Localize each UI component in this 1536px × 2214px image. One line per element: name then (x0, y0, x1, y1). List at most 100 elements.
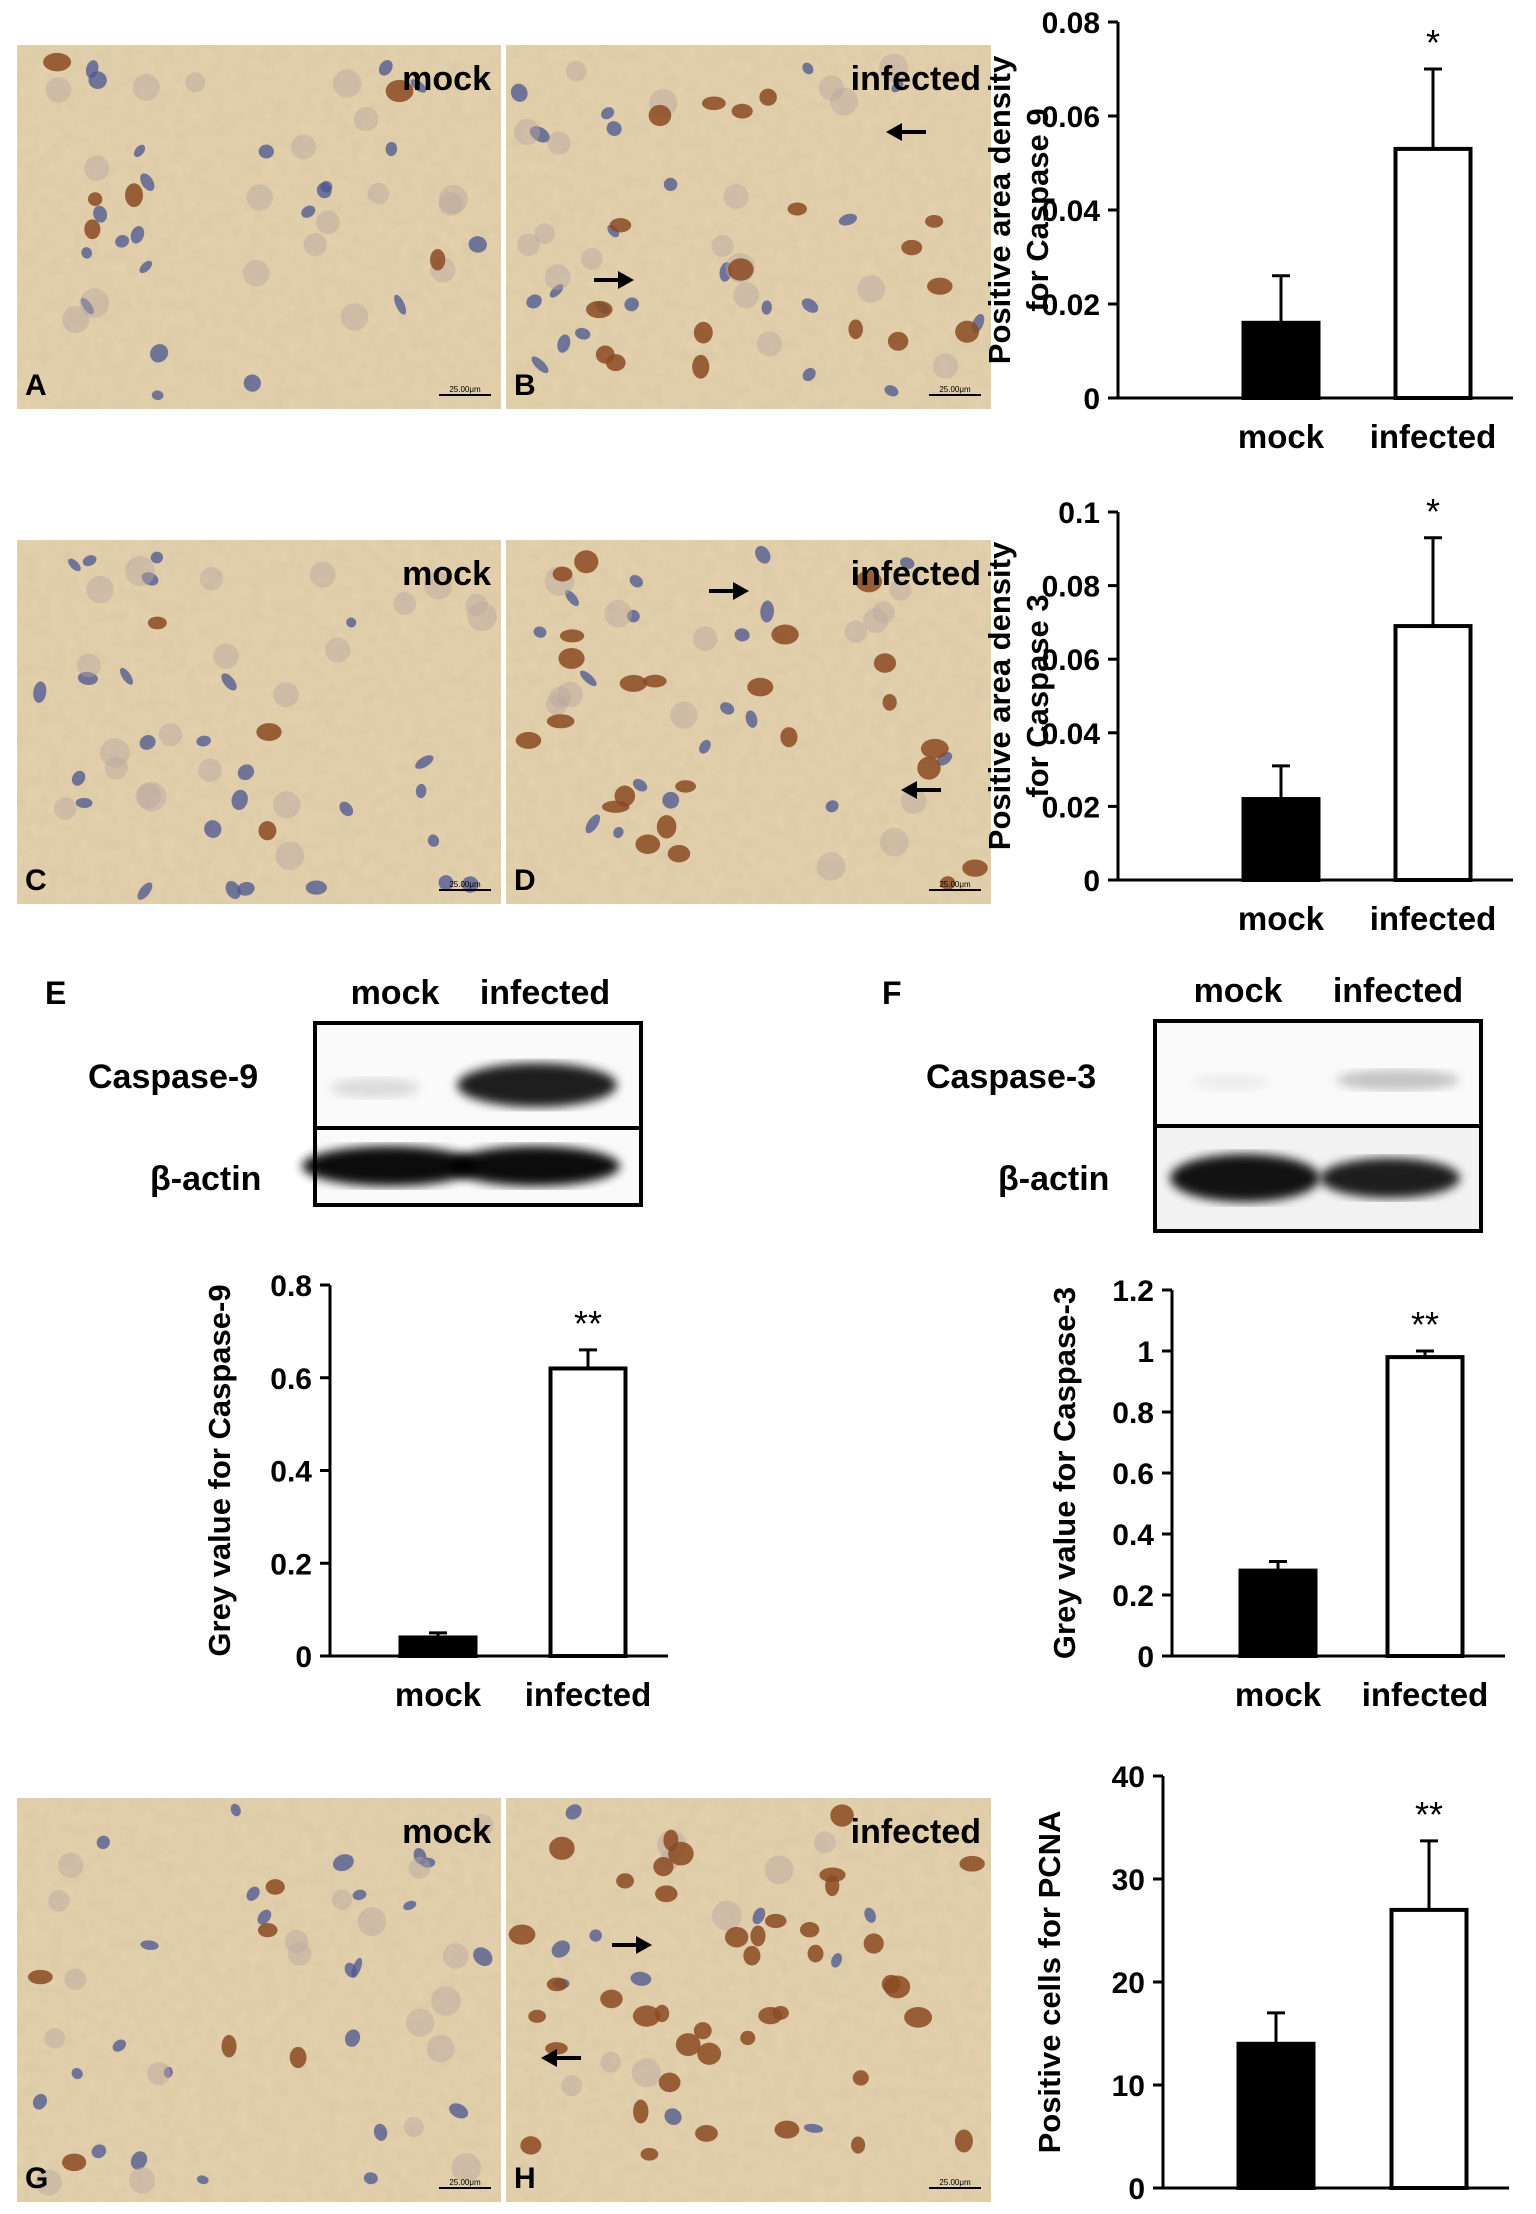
scale-bar-label: 25.00μm (449, 2178, 481, 2187)
positive-cell (819, 1867, 846, 1883)
category-label-mock: mock (1235, 1676, 1322, 1713)
cell-body (465, 593, 488, 617)
cell-body (284, 1929, 309, 1954)
significance-marker: ** (574, 1303, 602, 1344)
nucleus-blue (363, 2172, 378, 2185)
blot-F-lane-mock: mock (1194, 972, 1283, 1010)
positive-cell (873, 653, 897, 673)
cell-body (158, 723, 183, 747)
nucleus-blue (410, 79, 427, 93)
nucleus-blue (237, 764, 255, 781)
bar-infected (1385, 1355, 1465, 1658)
blot-E-row-actin: β-actin (150, 1160, 261, 1198)
positive-cell (727, 258, 754, 281)
scale-bar-label: 25.00μm (449, 385, 481, 394)
panel-letter-C: C (25, 864, 47, 897)
y-axis-label-line2: for Caspase 3 (1020, 594, 1055, 797)
y-axis-label: Positive area densityfor Caspase 3 (982, 541, 1055, 850)
nucleus-blue (449, 2103, 469, 2119)
y-tick-label: 30 (1112, 1864, 1145, 1897)
arrow-head (901, 781, 917, 799)
cell-body (332, 69, 362, 98)
cell-body (353, 106, 379, 132)
nucleus-blue (831, 1953, 843, 1968)
nucleus-blue (900, 557, 915, 569)
cell-body (408, 1856, 431, 1879)
cell-body (213, 643, 239, 669)
positive-cell (549, 1836, 575, 1860)
positive-cell (528, 2009, 546, 2023)
panel-letter-B: B (514, 369, 536, 402)
positive-cell (764, 1913, 787, 1929)
nucleus-blue (243, 374, 261, 392)
micrograph-label: infected (851, 555, 981, 593)
positive-cell (955, 320, 980, 343)
y-tick-label: 20 (1112, 1967, 1145, 2000)
arrow-head (618, 271, 634, 289)
cell-body (287, 1941, 312, 1966)
nucleus-blue (339, 801, 354, 817)
positive-cell (257, 1923, 278, 1938)
positive-cell (747, 677, 774, 697)
nucleus-blue (557, 334, 571, 353)
nucleus-blue (133, 144, 146, 158)
nucleus-blue (305, 880, 327, 895)
nucleus-blue (139, 735, 156, 750)
panel-letter-F: F (882, 975, 902, 1011)
positive-cell (62, 2153, 87, 2172)
cell-body (62, 305, 90, 334)
scale-bar-label: 25.00μm (449, 880, 481, 889)
cell-body (863, 608, 889, 634)
cell-body (561, 2075, 583, 2097)
nucleus-blue (88, 71, 107, 90)
cell-body (470, 1813, 494, 1837)
positive-cell (258, 821, 277, 841)
positive-cell (653, 1857, 674, 1877)
nucleus-blue (346, 617, 357, 628)
cell-body (77, 653, 101, 678)
blot-F-caspase3-frame (1153, 1019, 1483, 1128)
cell-body (147, 2062, 171, 2086)
nucleus-blue (802, 367, 816, 382)
nucleus-blue (71, 770, 86, 786)
cell-body (84, 155, 110, 181)
y-axis-label: Grey value for Caspase-3 (1047, 1287, 1082, 1659)
positive-cell (901, 239, 923, 256)
y-axis-label-line2: for Caspase 9 (1020, 108, 1055, 311)
nucleus-blue (140, 173, 155, 191)
positive-cell (758, 2006, 783, 2025)
positive-cell (693, 321, 713, 344)
nucleus-blue (664, 2108, 682, 2125)
positive-cell (774, 2120, 800, 2139)
blot-E-lane-mock: mock (351, 974, 440, 1012)
y-tick-label: 0.2 (270, 1548, 312, 1581)
cell-body (604, 599, 633, 628)
positive-cell (962, 859, 988, 877)
nucleus-blue (884, 385, 899, 397)
cell-body (357, 1907, 387, 1936)
micrograph-texture (17, 540, 501, 904)
positive-cell (731, 103, 753, 119)
blot-F-band-infected-caspase3 (1336, 1070, 1460, 1090)
nucleus-blue (32, 2093, 47, 2110)
nucleus-blue (225, 880, 241, 900)
nucleus-blue (258, 144, 274, 159)
positive-cell (545, 2042, 568, 2055)
blot-F-band-mock-caspase3 (1190, 1074, 1270, 1090)
cell-body (438, 191, 463, 216)
nucleus-blue (720, 702, 735, 715)
bar-mock (1238, 1568, 1318, 1658)
cell-body (556, 681, 583, 708)
western-blot-E: E mock infected Caspase-9 β-actin (45, 974, 643, 1207)
nucleus-blue (68, 558, 81, 572)
micrograph-texture (17, 1798, 501, 2202)
nucleus-blue (413, 1847, 427, 1865)
positive-cell (925, 214, 944, 228)
cell-body (670, 701, 698, 729)
cell-body (932, 353, 959, 379)
cell-body (514, 118, 541, 145)
significance-marker: * (1426, 491, 1440, 532)
y-axis-label-line1: Positive area density (982, 541, 1017, 850)
nucleus-blue (237, 881, 255, 896)
nucleus-blue (139, 260, 153, 274)
